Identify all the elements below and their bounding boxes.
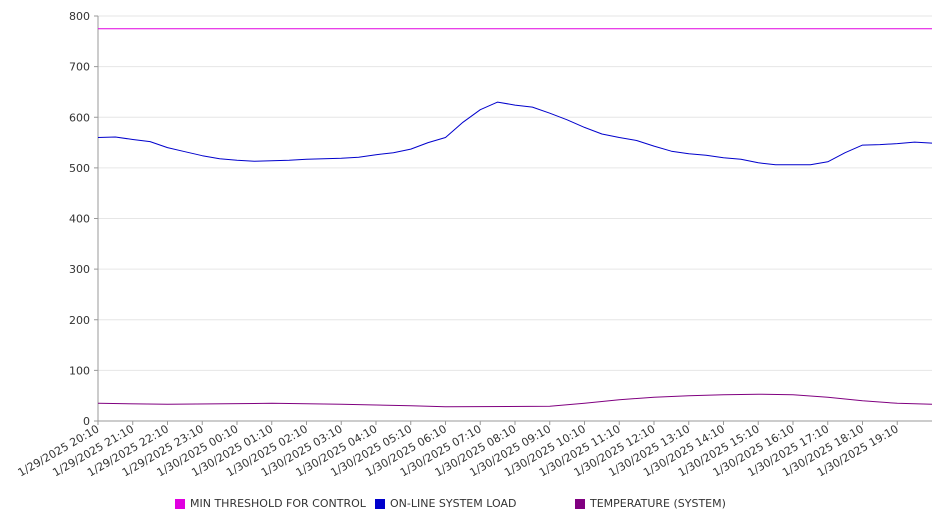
- y-tick-label: 300: [69, 263, 90, 276]
- legend-item-threshold[interactable]: MIN THRESHOLD FOR CONTROL: [175, 497, 366, 510]
- y-tick-label: 800: [69, 10, 90, 23]
- y-tick-label: 200: [69, 314, 90, 327]
- axes: [94, 15, 932, 425]
- y-tick-label: 100: [69, 364, 90, 377]
- legend-swatch-temperature: [575, 498, 585, 509]
- legend-label-threshold: MIN THRESHOLD FOR CONTROL: [190, 497, 366, 510]
- legend: MIN THRESHOLD FOR CONTROL ON-LINE SYSTEM…: [0, 497, 946, 515]
- y-tick-label: 400: [69, 213, 90, 226]
- legend-label-load: ON-LINE SYSTEM LOAD: [390, 497, 517, 510]
- legend-item-load[interactable]: ON-LINE SYSTEM LOAD: [375, 497, 516, 510]
- y-tick-label: 700: [69, 61, 90, 74]
- legend-swatch-threshold: [175, 498, 185, 509]
- legend-swatch-load: [375, 498, 385, 509]
- series-line-2: [97, 393, 933, 408]
- y-tick-label: 600: [69, 111, 90, 124]
- series-line-1: [97, 101, 933, 166]
- series-lines: [97, 28, 933, 408]
- legend-label-temperature: TEMPERATURE (SYSTEM): [590, 497, 726, 510]
- grid-lines: [98, 15, 932, 371]
- y-tick-label: 0: [83, 415, 90, 428]
- y-tick-label: 500: [69, 162, 90, 175]
- legend-item-temperature[interactable]: TEMPERATURE (SYSTEM): [575, 497, 726, 510]
